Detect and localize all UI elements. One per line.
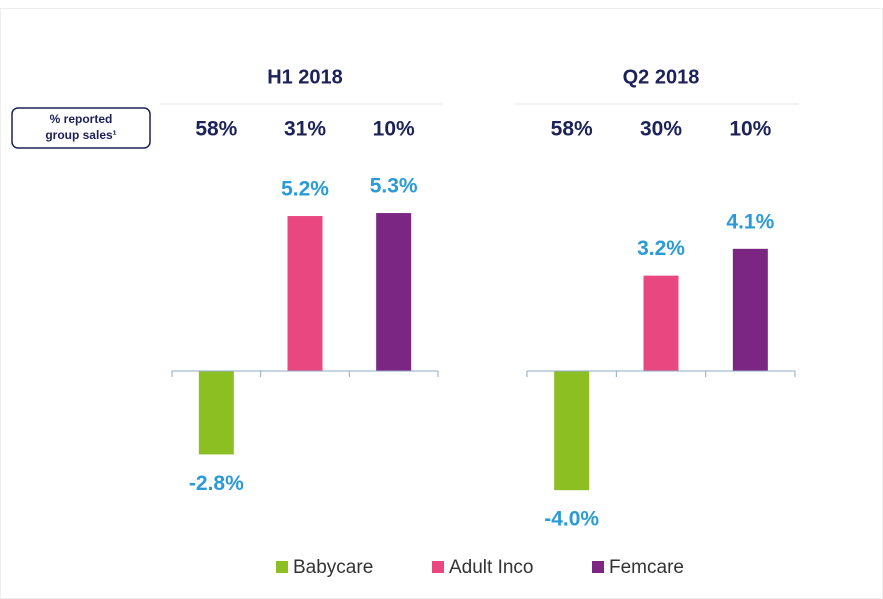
bar xyxy=(376,213,412,371)
value-label: 5.3% xyxy=(370,175,418,198)
group-sales: 30% xyxy=(640,118,682,141)
panel-title: Q2 2018 xyxy=(623,66,700,88)
legend-label: Babycare xyxy=(293,557,373,578)
value-label: 4.1% xyxy=(726,210,774,233)
value-label: 5.2% xyxy=(281,178,329,201)
group-sales: 31% xyxy=(284,118,326,141)
row-label: % reported xyxy=(50,112,113,126)
bar xyxy=(732,248,768,371)
bar xyxy=(198,371,234,455)
bar xyxy=(554,371,590,491)
value-label: -4.0% xyxy=(544,508,599,531)
legend-swatch xyxy=(432,561,444,573)
value-label: 3.2% xyxy=(637,237,685,260)
group-sales: 10% xyxy=(373,118,415,141)
legend-label: Adult Inco xyxy=(449,557,534,578)
row-label-box xyxy=(11,107,151,149)
group-sales: 10% xyxy=(729,118,771,141)
bar xyxy=(287,216,323,371)
bar xyxy=(643,275,679,371)
value-label: -2.8% xyxy=(189,472,244,495)
legend-label: Femcare xyxy=(609,557,684,578)
group-sales: 58% xyxy=(551,118,593,141)
panel-title: H1 2018 xyxy=(267,66,343,88)
legend-swatch xyxy=(592,561,604,573)
row-label: group sales¹ xyxy=(45,128,116,142)
group-sales: 58% xyxy=(195,118,237,141)
legend-swatch xyxy=(276,561,288,573)
